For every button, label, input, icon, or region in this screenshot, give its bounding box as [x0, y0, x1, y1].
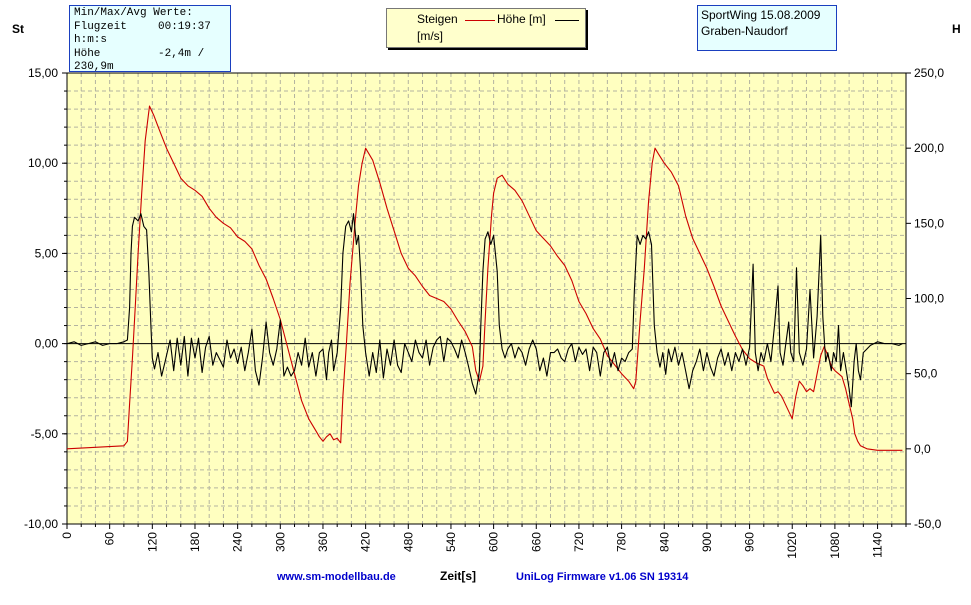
stats-label: h:m:s — [74, 34, 108, 46]
right-axis-tick-label: 250,0 — [914, 66, 944, 80]
left-axis-tick-labels: -10,00 -5,00 0,00 5,00 10,00 15,00 — [24, 66, 58, 531]
right-axis-tick-label: 200,0 — [914, 141, 944, 155]
left-axis-tick-label: 0,00 — [35, 337, 59, 351]
x-axis-tick-labels: 0 60 120 180 240 300 360 420 480 540 600 660 720 780 8… — [60, 532, 885, 559]
stats-row: 230,9m — [74, 61, 226, 72]
website-link[interactable]: www.sm-modellbau.de — [277, 571, 396, 583]
right-axis-tick-label: 50,0 — [914, 367, 938, 381]
legend-swatch-hoehe — [465, 20, 495, 21]
stats-row: h:m:s — [74, 34, 226, 48]
series-layer — [66, 105, 903, 451]
info-location: Graben-Naudorf — [701, 24, 788, 38]
stats-label: Flugzeit — [74, 20, 127, 33]
firmware-label: UniLog Firmware v1.06 SN 19314 — [516, 571, 689, 583]
stats-value: -2,4m / — [158, 47, 205, 60]
info-title: SportWing 15.08.2009 — [701, 8, 821, 22]
x-axis-tick-label: 480 — [401, 532, 415, 552]
axes — [62, 72, 911, 529]
left-axis-tick-label: -5,00 — [31, 427, 59, 441]
legend-label-steigen: Steigen — [417, 12, 458, 26]
x-axis-tick-label: 360 — [316, 532, 330, 552]
x-axis-tick-label: 180 — [188, 532, 202, 552]
right-axis-title: H — [952, 22, 961, 36]
x-axis-tick-label: 120 — [145, 532, 159, 552]
x-axis-tick-label: 1140 — [871, 532, 885, 558]
x-axis-tick-label: 600 — [487, 532, 501, 552]
stats-label: Höhe — [74, 47, 101, 60]
legend-label-hoehe: Höhe [m] — [497, 12, 546, 26]
stats-box: Min/Max/Avg Werte: Flugzeit 00:19:37 h:m:… — [69, 5, 231, 72]
x-axis-title: Zeit[s] — [440, 569, 476, 583]
x-axis-tick-label: 300 — [273, 532, 287, 552]
series-line-steigen — [66, 213, 903, 408]
x-axis-tick-label: 840 — [657, 532, 671, 552]
series-line-hoehe — [66, 105, 903, 451]
right-axis-tick-label: -50,0 — [914, 517, 942, 531]
right-axis-tick-label: 150,0 — [914, 216, 944, 230]
stats-label: 230,9m — [74, 61, 114, 72]
left-axis-tick-label: 5,00 — [35, 246, 59, 260]
x-axis-tick-label: 0 — [60, 532, 74, 539]
left-axis-tick-label: 10,00 — [28, 156, 58, 170]
stats-label: Min/Max/Avg Werte: — [74, 7, 193, 19]
left-axis-tick-label: 15,00 — [28, 66, 58, 80]
x-axis-tick-label: 960 — [743, 532, 757, 552]
x-axis-tick-label: 60 — [103, 532, 117, 546]
right-axis-tick-labels: -50,0 0,0 50,0 100,0 150,0 200,0 250,0 — [914, 66, 944, 531]
x-axis-tick-label: 1020 — [785, 532, 799, 559]
x-axis-tick-label: 420 — [359, 532, 373, 552]
left-axis-title: St — [12, 22, 24, 36]
stats-row: Höhe -2,4m / — [74, 48, 226, 62]
stats-row: Min/Max/Avg Werte: — [74, 7, 226, 21]
grid — [67, 73, 906, 524]
info-box: SportWing 15.08.2009 Graben-Naudorf — [697, 5, 837, 51]
right-axis-tick-label: 100,0 — [914, 292, 944, 306]
right-axis-tick-label: 0,0 — [914, 442, 931, 456]
x-axis-tick-label: 1080 — [828, 532, 842, 559]
x-axis-tick-label: 780 — [615, 532, 629, 552]
legend: Steigen Höhe [m] [m/s] — [386, 8, 586, 48]
x-axis-tick-label: 720 — [572, 532, 586, 552]
x-axis-tick-label: 240 — [231, 532, 245, 552]
legend-swatch-steigen — [555, 20, 579, 21]
legend-unit-steigen: [m/s] — [417, 29, 443, 43]
x-axis-tick-label: 660 — [529, 532, 543, 552]
x-axis-tick-label: 540 — [444, 532, 458, 552]
x-axis-tick-label: 900 — [700, 532, 714, 552]
stats-row: Flugzeit 00:19:37 — [74, 21, 226, 35]
left-axis-tick-label: -10,00 — [24, 517, 58, 531]
stats-value: 00:19:37 — [158, 20, 211, 33]
